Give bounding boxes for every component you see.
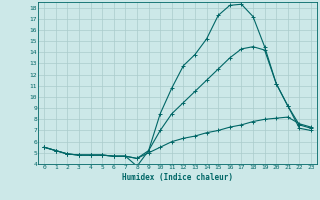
X-axis label: Humidex (Indice chaleur): Humidex (Indice chaleur) xyxy=(122,173,233,182)
